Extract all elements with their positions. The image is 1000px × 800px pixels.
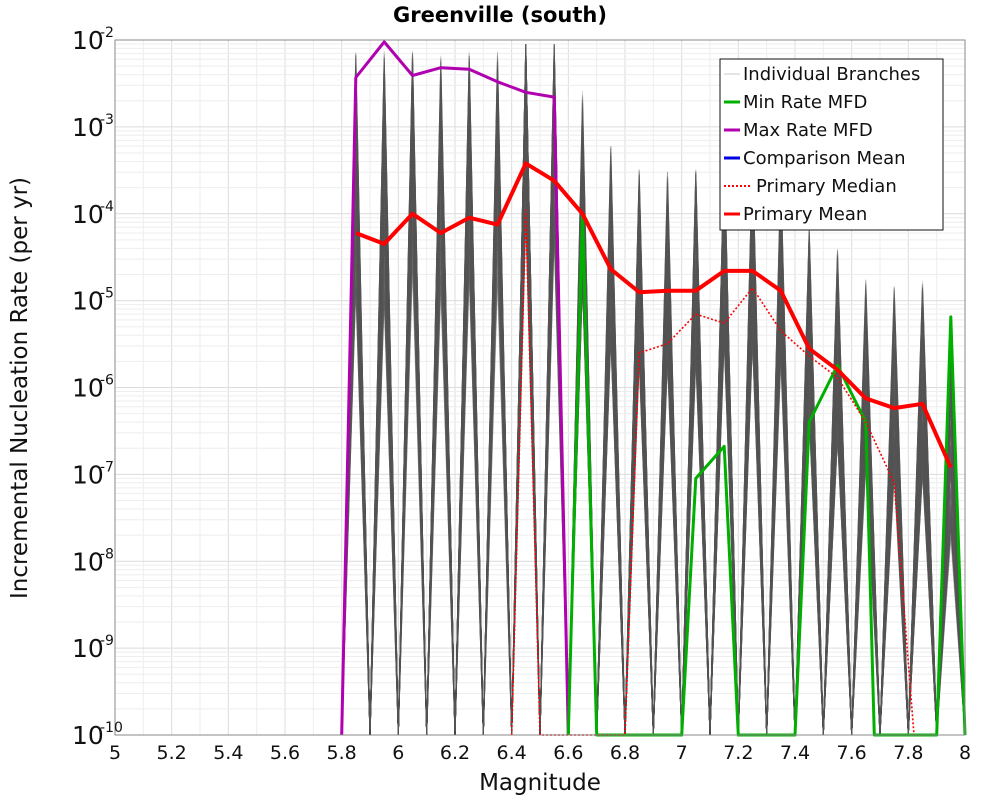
y-tick-label: 10-2 xyxy=(72,25,114,55)
legend-label: Min Rate MFD xyxy=(743,92,867,113)
y-tick-base: 10 xyxy=(72,460,104,489)
y-tick-exponent: -7 xyxy=(100,459,114,475)
legend-label: Comparison Mean xyxy=(743,148,906,169)
x-tick-label: 7 xyxy=(676,742,688,764)
legend-item: Individual Branches xyxy=(724,64,920,85)
x-tick-label: 6.6 xyxy=(553,742,583,764)
x-tick-label: 5.6 xyxy=(270,742,300,764)
legend-item: Primary Mean xyxy=(724,204,867,225)
primary-median-line xyxy=(510,209,915,736)
x-tick-label: 6.8 xyxy=(610,742,640,764)
x-tick-label: 5.2 xyxy=(157,742,187,764)
y-tick-base: 10 xyxy=(72,374,104,403)
y-tick-exponent: -8 xyxy=(100,546,114,562)
y-tick-exponent: -10 xyxy=(100,720,123,736)
y-tick-base: 10 xyxy=(72,547,104,576)
legend-item: Primary Median xyxy=(724,176,897,197)
x-tick-label: 7.4 xyxy=(780,742,810,764)
y-tick-exponent: -5 xyxy=(100,286,114,302)
legend-box xyxy=(719,58,944,231)
x-tick-label: 5.8 xyxy=(327,742,357,764)
x-tick-label: 7.6 xyxy=(837,742,867,764)
primary-mean-line xyxy=(355,161,953,469)
y-tick-label: 10-6 xyxy=(72,373,114,403)
y-tick-label: 10-3 xyxy=(72,112,114,142)
legend-label: Individual Branches xyxy=(743,64,920,85)
y-tick-label: 10-5 xyxy=(72,286,114,316)
max-rate-mfd-line xyxy=(340,40,570,736)
y-tick-label: 10-9 xyxy=(72,633,114,663)
y-tick-label: 10-10 xyxy=(72,720,123,750)
x-tick-label: 7.2 xyxy=(723,742,753,764)
x-tick-label: 6.2 xyxy=(440,742,470,764)
y-tick-label: 10-7 xyxy=(72,459,114,489)
x-tick-label: 5 xyxy=(109,742,121,764)
y-tick-exponent: -3 xyxy=(100,112,114,128)
legend-item: Min Rate MFD xyxy=(724,92,867,113)
x-tick-label: 7.8 xyxy=(893,742,923,764)
y-tick-exponent: -6 xyxy=(100,373,114,389)
legend-label: Max Rate MFD xyxy=(743,120,873,141)
x-axis-label: Magnitude xyxy=(479,770,601,796)
plot-frame xyxy=(114,39,966,736)
y-tick-label: 10-4 xyxy=(72,199,114,229)
y-tick-base: 10 xyxy=(72,721,104,750)
legend-item: Comparison Mean xyxy=(724,148,906,169)
legend-item: Max Rate MFD xyxy=(724,120,873,141)
legend-label: Primary Median xyxy=(756,176,897,197)
y-tick-label: 10-8 xyxy=(72,546,114,576)
y-tick-base: 10 xyxy=(72,113,104,142)
legend-label: Primary Mean xyxy=(743,204,867,225)
y-axis-label: Incremental Nucleation Rate (per yr) xyxy=(7,177,33,599)
x-tick-labels: 5 5.2 5.4 5.6 5.8 6 6.2 6.4 6.6 6.8 7 7.2 7.4 7.6 7.8 8 xyxy=(109,742,971,764)
y-tick-base: 10 xyxy=(72,287,104,316)
y-tick-base: 10 xyxy=(72,200,104,229)
y-tick-base: 10 xyxy=(72,634,104,663)
x-tick-label: 6.4 xyxy=(497,742,527,764)
x-tick-label: 8 xyxy=(959,742,971,764)
y-tick-exponent: -2 xyxy=(100,25,114,41)
chart-title: Greenville (south) xyxy=(393,3,607,27)
legend: Individual Branches Min Rate MFD Max Rate … xyxy=(719,58,944,231)
y-tick-exponent: -9 xyxy=(100,633,114,649)
x-tick-label: 5.4 xyxy=(213,742,243,764)
x-tick-label: 6 xyxy=(392,742,404,764)
y-tick-base: 10 xyxy=(72,26,104,55)
grid xyxy=(114,40,966,736)
y-tick-exponent: -4 xyxy=(100,199,114,215)
